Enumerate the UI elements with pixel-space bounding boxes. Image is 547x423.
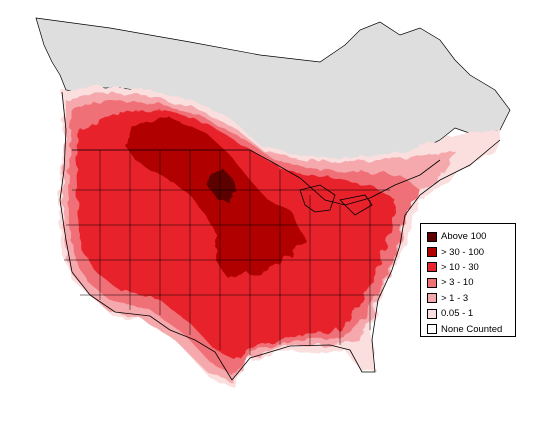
legend-swatch xyxy=(427,247,437,258)
legend-swatch xyxy=(427,293,437,304)
legend-label: > 10 - 30 xyxy=(441,261,479,273)
legend-swatch xyxy=(427,262,437,273)
boundary-lines xyxy=(59,91,501,381)
state-lines xyxy=(64,150,400,355)
abundance-zone-above-100 xyxy=(208,168,236,202)
legend-item-1-3: > 1 - 3 xyxy=(427,291,515,306)
legend-item-30-100: > 30 - 100 xyxy=(427,244,515,259)
legend-label: > 1 - 3 xyxy=(441,292,469,304)
legend-label: Above 100 xyxy=(441,231,487,243)
legend-swatch xyxy=(427,308,437,319)
abundance-patch-prairie-north xyxy=(142,125,198,162)
legend-label: > 30 - 100 xyxy=(441,246,485,258)
legend-item-3-10: > 3 - 10 xyxy=(427,275,515,290)
us-canada-border xyxy=(72,149,441,206)
legend-item-above-100: Above 100 xyxy=(427,229,515,244)
legend-item-0.05-1: 0.05 - 1 xyxy=(427,306,515,321)
legend-item-none-counted: None Counted xyxy=(427,321,515,336)
legend-label: 0.05 - 1 xyxy=(441,308,474,320)
great-lakes xyxy=(299,184,373,216)
map-legend: Above 100 > 30 - 100 > 10 - 30 > 3 - 10 … xyxy=(420,223,516,337)
legend-item-10-30: > 10 - 30 xyxy=(427,260,515,275)
abundance-patch-south-plains xyxy=(214,222,252,278)
us-mexico-border xyxy=(89,294,233,381)
pacific-coastline xyxy=(59,91,91,296)
legend-label: None Counted xyxy=(441,323,503,335)
gulf-coastline xyxy=(231,339,376,381)
legend-swatch xyxy=(427,277,437,288)
legend-label: > 3 - 10 xyxy=(441,277,474,289)
legend-swatch xyxy=(427,324,437,335)
atlantic-coastline xyxy=(371,139,501,341)
legend-swatch xyxy=(427,231,437,242)
